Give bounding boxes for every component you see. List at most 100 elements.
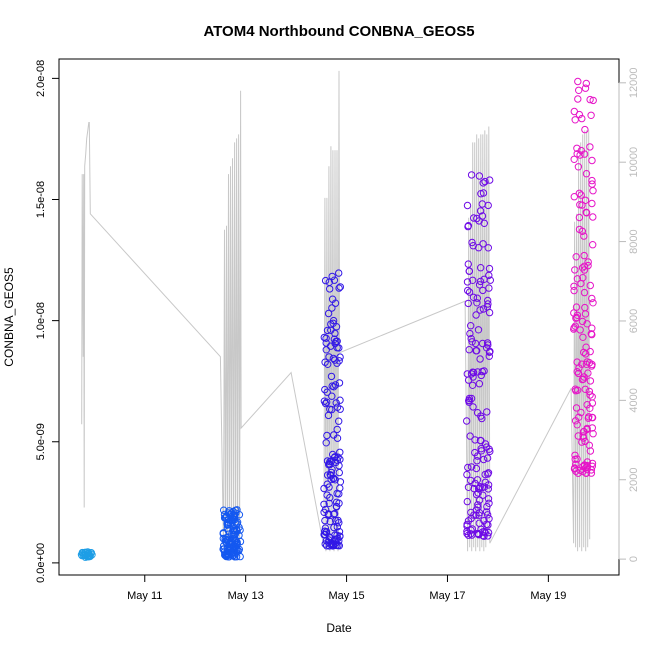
data-point <box>322 439 330 447</box>
data-point <box>485 352 493 360</box>
data-point <box>586 391 594 399</box>
data-point <box>325 278 333 286</box>
data-point <box>322 346 330 354</box>
data-point <box>477 371 485 380</box>
data-point <box>223 524 232 532</box>
data-point <box>571 451 579 459</box>
data-point <box>570 282 578 290</box>
points-layer <box>77 77 597 561</box>
data-point <box>574 432 582 440</box>
data-point <box>584 258 592 266</box>
data-point <box>582 170 591 178</box>
data-point <box>486 176 494 184</box>
data-point <box>588 199 596 208</box>
data-point <box>483 408 491 416</box>
y-right-tick-label: 2000 <box>628 467 640 491</box>
data-point <box>332 399 340 407</box>
data-point <box>472 311 480 319</box>
data-point <box>335 499 343 507</box>
series-5 <box>570 77 597 477</box>
data-point <box>466 432 474 440</box>
data-point <box>580 232 588 240</box>
series-2 <box>219 506 245 561</box>
data-point <box>327 457 336 465</box>
data-point <box>588 180 596 188</box>
data-point <box>321 276 330 285</box>
data-point <box>320 508 328 516</box>
data-point <box>578 438 586 446</box>
data-point <box>323 388 331 396</box>
data-point <box>327 475 335 484</box>
data-point <box>479 240 487 248</box>
data-point <box>231 549 240 557</box>
data-point <box>325 353 333 361</box>
data-point <box>328 272 336 281</box>
data-point <box>463 529 471 538</box>
data-point <box>474 485 483 493</box>
data-point <box>587 330 595 338</box>
data-point <box>481 177 489 186</box>
data-point <box>468 381 477 389</box>
data-point <box>324 511 333 519</box>
data-point <box>477 412 485 420</box>
data-point <box>474 501 482 509</box>
data-point <box>465 267 473 275</box>
series-1 <box>77 548 96 561</box>
data-point <box>324 309 333 318</box>
data-point <box>468 338 476 346</box>
data-point <box>585 441 593 449</box>
data-point <box>464 463 472 472</box>
y-tick-label: 5.0e-09 <box>35 423 47 460</box>
data-point <box>468 238 476 247</box>
data-point <box>589 241 597 249</box>
data-point <box>320 484 328 493</box>
chart-title: ATOM4 Northbound CONBNA_GEOS5 <box>203 23 474 40</box>
data-point <box>324 411 333 420</box>
data-point <box>471 436 479 444</box>
data-point <box>472 506 481 514</box>
data-point <box>484 244 492 252</box>
data-point <box>325 533 333 541</box>
data-point <box>328 304 336 312</box>
data-point <box>582 79 590 88</box>
y-right-tick-label: 6000 <box>628 309 640 333</box>
data-point <box>323 431 331 440</box>
data-point <box>586 143 594 151</box>
data-point <box>473 452 482 460</box>
data-point <box>465 288 474 296</box>
data-point <box>572 460 580 468</box>
data-point <box>220 506 228 514</box>
data-point <box>464 260 472 268</box>
data-point <box>586 377 595 385</box>
data-point <box>588 176 596 185</box>
data-point <box>581 84 590 92</box>
data-point <box>588 362 596 370</box>
data-point <box>321 385 329 394</box>
data-point <box>589 187 597 195</box>
data-point <box>464 222 473 230</box>
data-point <box>327 320 335 328</box>
data-point <box>573 421 581 429</box>
data-point <box>586 447 595 455</box>
data-point <box>469 276 477 284</box>
data-point <box>579 434 588 442</box>
data-point <box>484 341 492 349</box>
data-point <box>580 251 588 260</box>
data-point <box>476 306 484 314</box>
data-point <box>478 339 487 348</box>
y-tick-label: 0.0e+00 <box>35 543 47 583</box>
data-point <box>476 436 485 445</box>
data-point <box>463 520 471 529</box>
data-point <box>463 527 471 536</box>
data-point <box>575 110 584 119</box>
data-point <box>336 283 344 291</box>
data-point <box>464 376 473 384</box>
data-point <box>579 333 587 341</box>
data-point <box>335 468 343 477</box>
data-point <box>335 542 343 550</box>
data-point <box>323 326 332 335</box>
data-point <box>335 417 343 425</box>
y-axis: 0.0e+00 5.0e-09 1.0e-08 1.5e-08 2.0e-08 <box>35 60 60 583</box>
data-point <box>473 457 481 465</box>
